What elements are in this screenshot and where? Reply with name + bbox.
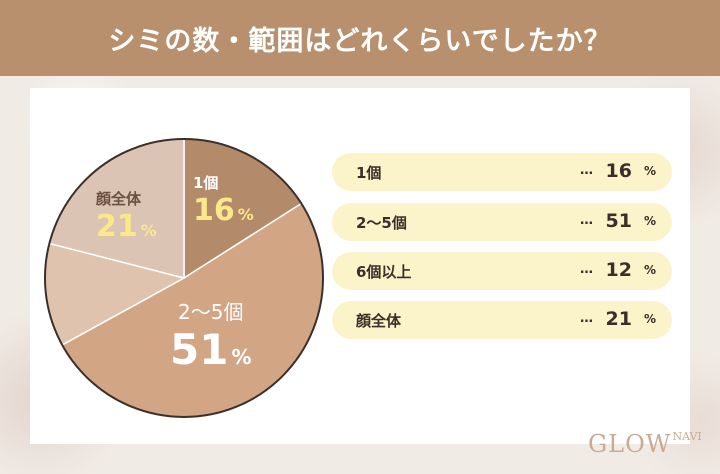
legend-label: 1個 <box>356 164 382 182</box>
pie-outline <box>44 138 324 418</box>
pie-label-face-unit: % <box>140 221 157 240</box>
legend-item-6-plus: 6個以上 … 12 % <box>332 252 672 290</box>
pie-label-face: 顔全体 21% <box>96 188 157 244</box>
legend-item-face: 顔全体 … 21 % <box>332 301 672 339</box>
pie-label-1: 1個 16% <box>193 172 254 228</box>
legend-unit: % <box>643 263 656 277</box>
page-title: シミの数・範囲はどれくらいでしたか？ <box>108 25 612 57</box>
logo-main: GLOW <box>588 430 672 458</box>
legend-dots: … <box>580 262 594 277</box>
legend-label: 2〜5個 <box>356 214 407 232</box>
legend-value: 21 <box>605 308 632 330</box>
pie-label-2-5-unit: % <box>231 345 252 369</box>
pie-label-1-value: 16 <box>193 193 235 228</box>
legend-unit: % <box>643 312 656 326</box>
legend-dots: … <box>580 213 594 228</box>
legend-unit: % <box>643 214 656 228</box>
legend-label: 6個以上 <box>356 263 412 281</box>
legend-unit: % <box>643 164 656 178</box>
pie-label-1-name: 1個 <box>193 174 219 192</box>
pie-label-1-unit: % <box>237 205 254 224</box>
pie-label-2-5: 2〜5個 51% <box>170 296 252 374</box>
legend-dots: … <box>580 311 594 326</box>
pie-label-face-value: 21 <box>96 209 138 244</box>
title-bar: シミの数・範囲はどれくらいでしたか？ <box>0 0 720 76</box>
legend-item-2-5: 2〜5個 … 51 % <box>332 203 672 241</box>
legend-value: 51 <box>605 210 632 232</box>
pie-label-face-name: 顔全体 <box>96 190 142 208</box>
pie-label-2-5-value: 51 <box>170 325 229 374</box>
glownavi-logo: GLOWNAVI <box>588 430 702 458</box>
legend-label: 顔全体 <box>356 312 402 330</box>
legend-dots: … <box>580 163 594 178</box>
logo-sub: NAVI <box>672 430 702 443</box>
legend-value: 12 <box>605 259 632 281</box>
pie-label-2-5-name: 2〜5個 <box>178 300 244 324</box>
legend-item-1: 1個 … 16 % <box>332 153 672 191</box>
legend-value: 16 <box>605 160 632 182</box>
